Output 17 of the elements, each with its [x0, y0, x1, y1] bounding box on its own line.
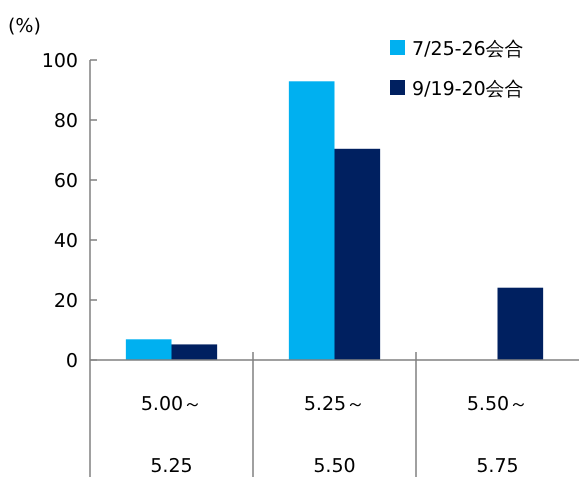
legend-label: 9/19-20会合	[412, 78, 524, 100]
category-label: 5.50～ 5.75	[466, 393, 528, 477]
category-label: 5.00～ 5.25	[140, 393, 202, 477]
y-tick-label: 40	[54, 230, 78, 252]
y-tick-label: 20	[54, 290, 78, 312]
bar	[126, 339, 172, 360]
bar	[172, 344, 218, 360]
legend-label: 7/25-26会合	[412, 38, 524, 60]
y-tick-label: 100	[42, 50, 78, 72]
y-tick-label: 60	[54, 170, 78, 192]
bar	[334, 148, 380, 360]
y-tick-label: 80	[54, 110, 78, 132]
bar	[288, 81, 334, 360]
y-axis-title: (%)	[8, 15, 41, 37]
bar	[498, 288, 544, 360]
y-tick-label: 0	[66, 350, 78, 372]
category-label: 5.25～ 5.50	[304, 393, 366, 477]
